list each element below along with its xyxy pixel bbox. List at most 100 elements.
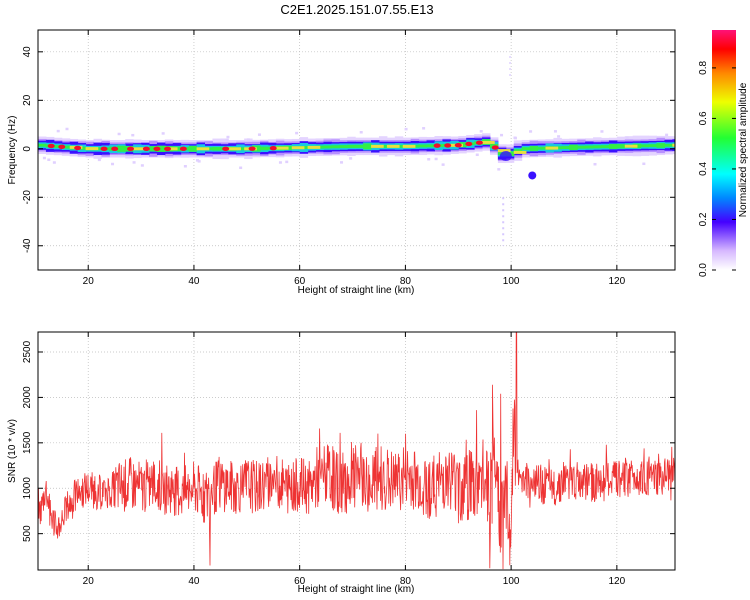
spectrogram-peak <box>127 146 135 151</box>
spectrogram-xtick-label: 20 <box>83 276 95 287</box>
spectrogram-noise <box>404 127 408 131</box>
snr-data <box>38 332 675 570</box>
spectrogram-peak <box>142 146 150 151</box>
spectrogram-noise <box>479 130 483 133</box>
spectrogram-band-green <box>156 145 166 152</box>
spectrogram-band-green <box>561 146 570 149</box>
spectrogram-band-yellow <box>497 149 511 153</box>
spectrogram-noise <box>131 133 135 137</box>
spectrogram-noise <box>197 160 201 163</box>
spectrogram-noise <box>195 159 199 162</box>
spectrogram-noise <box>183 165 187 168</box>
spectrogram-noise <box>97 158 101 162</box>
spectrogram-band-yellow <box>164 147 178 151</box>
spectrogram-ticks: 20 40 60 80 100 120 -40 -20 0 20 40 <box>22 30 675 287</box>
spectrogram-noise <box>349 157 353 160</box>
spectrogram-band-green <box>569 144 578 151</box>
spectrogram-noise <box>226 135 230 139</box>
spectrogram-band-yellow <box>402 144 416 148</box>
spectrogram-ytick-label: -20 <box>22 190 33 205</box>
spectrogram-band-green <box>593 145 602 149</box>
spectrogram-peak <box>433 143 441 148</box>
snr-ytick-label: 500 <box>22 525 33 542</box>
spectrogram-xlabel: Height of straight line (km) <box>298 285 415 296</box>
spectrogram-band-green <box>331 145 340 149</box>
colorbar-gradient <box>712 30 736 270</box>
spectrogram-peak <box>222 146 230 151</box>
spectrogram-peak <box>74 145 82 151</box>
spectrogram-band-yellow <box>386 144 400 148</box>
spectrogram-ytick-label: 0 <box>22 146 33 152</box>
spectrogram-peak <box>269 145 277 151</box>
spectrogram-blob <box>528 171 537 180</box>
spectrogram-peak <box>248 146 256 151</box>
spectrogram-peak <box>153 146 161 151</box>
snr-ylabel: SNR (10 * v/v) <box>7 419 18 483</box>
spectrogram-band-yellow <box>545 146 559 150</box>
colorbar: 0.0 0.2 0.4 0.6 0.8 Normalized spectral ampl… <box>698 30 749 277</box>
spectrogram-band-green <box>363 143 372 150</box>
spectrogram-peak <box>179 146 187 151</box>
spectrogram-band-green <box>188 145 198 152</box>
spectrogram-band-green <box>521 147 531 151</box>
spectrogram-xtick-label: 40 <box>188 276 200 287</box>
spectrogram-noise <box>557 135 561 138</box>
spectrogram-band-green <box>577 145 586 149</box>
spectrogram-band-green <box>648 144 657 148</box>
spectrogram-band-green <box>260 146 269 151</box>
spectrogram-band-green <box>339 145 348 149</box>
spectrogram-band-green <box>640 144 650 148</box>
spectrogram-noise <box>257 133 261 136</box>
spectrogram-band-yellow <box>196 147 210 151</box>
spectrogram-ytick-label: -40 <box>22 238 33 253</box>
spectrogram-noise <box>359 131 363 134</box>
spectrogram-peak <box>444 143 452 148</box>
colorbar-tick-label: 0.4 <box>698 162 709 176</box>
spectrogram-band-yellow <box>85 147 99 151</box>
colorbar-label: Normalized spectral amplitude <box>738 82 749 217</box>
spectrogram-noise <box>497 168 501 171</box>
snr-xtick-label: 60 <box>294 576 306 587</box>
spectrogram-noise <box>593 162 597 166</box>
spectrogram-ytick-label: 20 <box>22 94 33 106</box>
spectrogram-noise <box>225 138 229 142</box>
spectrogram-peak <box>475 140 483 145</box>
spectrogram-noise <box>553 130 557 133</box>
snr-xtick-label: 20 <box>83 576 95 587</box>
spectrogram-band-green <box>61 145 71 149</box>
spectrogram-band-green <box>117 145 126 152</box>
snr-xtick-label: 100 <box>503 576 520 587</box>
snr-xtick-label: 80 <box>400 576 412 587</box>
snr-xtick-label: 40 <box>188 576 200 587</box>
spectrogram-noise <box>111 162 115 166</box>
spectrogram-band-green <box>656 143 665 148</box>
snr-panel: 20 40 60 80 100 120 500 1000 1500 2000 2500 Height… <box>7 331 676 595</box>
snr-ytick-label: 2500 <box>22 340 33 363</box>
spectrogram-noise <box>295 131 299 135</box>
spectrogram-band-yellow <box>291 146 305 150</box>
colorbar-tick-label: 0.6 <box>698 111 709 125</box>
spectrogram-band-green <box>513 149 523 153</box>
spectrogram-band-yellow <box>133 147 146 151</box>
spectrogram-xtick-label: 60 <box>294 276 306 287</box>
spectrogram-band-yellow <box>513 150 527 154</box>
snr-line <box>38 332 675 570</box>
colorbar-tick-label: 0.2 <box>698 212 709 226</box>
spectrogram-noise <box>47 158 51 162</box>
spectrogram-noise <box>434 157 438 161</box>
spectrogram-noise <box>117 132 121 136</box>
spectrogram-band-yellow <box>228 147 241 151</box>
spectrogram-peak <box>47 143 55 149</box>
spectrogram-noise <box>285 160 289 164</box>
spectrogram-noise <box>441 163 445 166</box>
snr-ytick-label: 1500 <box>22 431 33 454</box>
spectrogram-band-green <box>600 145 610 149</box>
spectrogram-xtick-label: 100 <box>503 276 520 287</box>
spectrogram-peak <box>164 146 172 151</box>
spectrogram-band-yellow <box>275 146 289 150</box>
spectrogram-band-green <box>426 144 435 148</box>
spectrogram-peak <box>454 142 462 148</box>
spectrogram-band-green <box>53 145 63 148</box>
spectrogram-peak <box>111 146 119 151</box>
